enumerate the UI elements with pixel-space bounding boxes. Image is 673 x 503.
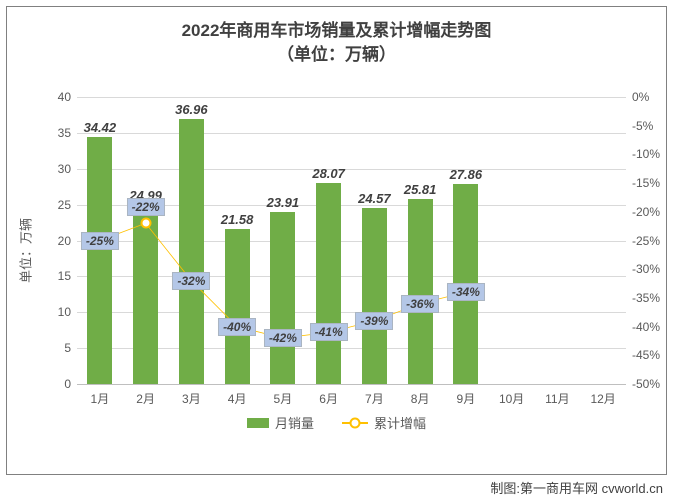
y-right-tick: -45%: [626, 348, 660, 362]
legend-swatch-bar: [247, 418, 269, 428]
line-label: -42%: [264, 329, 302, 347]
line-marker: [140, 218, 151, 229]
y-right-tick: -5%: [626, 119, 653, 133]
legend-label-line: 累计增幅: [374, 413, 426, 432]
line-label: -34%: [447, 283, 485, 301]
line-label: -39%: [355, 312, 393, 330]
x-tick: 9月: [457, 384, 476, 407]
y-right-tick: -25%: [626, 234, 660, 248]
y-left-tick: 20: [58, 234, 77, 248]
plot-area: 0510152025303540-50%-45%-40%-35%-30%-25%…: [77, 97, 626, 384]
x-tick: 8月: [411, 384, 430, 407]
line-series: [77, 97, 626, 384]
y-left-tick: 30: [58, 162, 77, 176]
title-line2: （单位：万辆）: [277, 45, 396, 64]
x-tick: 12月: [590, 384, 615, 407]
line-label: -22%: [127, 198, 165, 216]
x-tick: 11月: [545, 384, 569, 407]
legend: 月销量 累计增幅: [7, 413, 666, 432]
line-label: -41%: [310, 323, 348, 341]
title-line1: 2022年商用车市场销量及累计增幅走势图: [182, 21, 492, 40]
line-label: -32%: [172, 272, 210, 290]
y-axis-title: 单位：万辆: [16, 217, 35, 282]
legend-item-bar: 月销量: [247, 413, 314, 432]
legend-label-bar: 月销量: [275, 413, 314, 432]
chart-border: 2022年商用车市场销量及累计增幅走势图 （单位：万辆） 单位：万辆 05101…: [6, 6, 667, 475]
credit-text: 制图:第一商用车网 cvworld.cn: [490, 478, 663, 497]
x-tick: 4月: [228, 384, 247, 407]
chart-container: 2022年商用车市场销量及累计增幅走势图 （单位：万辆） 单位：万辆 05101…: [0, 0, 673, 503]
y-left-tick: 15: [58, 269, 77, 283]
gridline: [77, 384, 626, 385]
y-right-tick: -20%: [626, 205, 660, 219]
legend-swatch-line: [342, 422, 368, 424]
y-left-tick: 5: [64, 341, 77, 355]
y-right-tick: -30%: [626, 262, 660, 276]
y-right-tick: -50%: [626, 377, 660, 391]
y-right-tick: -10%: [626, 147, 660, 161]
y-left-tick: 40: [58, 90, 77, 104]
x-tick: 7月: [365, 384, 384, 407]
x-tick: 10月: [499, 384, 524, 407]
y-left-tick: 0: [64, 377, 77, 391]
y-right-tick: -40%: [626, 320, 660, 334]
y-right-tick: -15%: [626, 176, 660, 190]
line-label: -25%: [81, 232, 119, 250]
line-label: -36%: [401, 295, 439, 313]
x-tick: 2月: [136, 384, 155, 407]
y-left-tick: 10: [58, 305, 77, 319]
x-tick: 5月: [274, 384, 293, 407]
chart-title: 2022年商用车市场销量及累计增幅走势图 （单位：万辆）: [7, 7, 666, 67]
y-left-tick: 25: [58, 198, 77, 212]
x-tick: 1月: [91, 384, 110, 407]
y-right-tick: 0%: [626, 90, 649, 104]
x-tick: 3月: [182, 384, 201, 407]
legend-item-line: 累计增幅: [342, 413, 426, 432]
y-left-tick: 35: [58, 126, 77, 140]
line-label: -40%: [218, 318, 256, 336]
x-tick: 6月: [319, 384, 338, 407]
y-right-tick: -35%: [626, 291, 660, 305]
